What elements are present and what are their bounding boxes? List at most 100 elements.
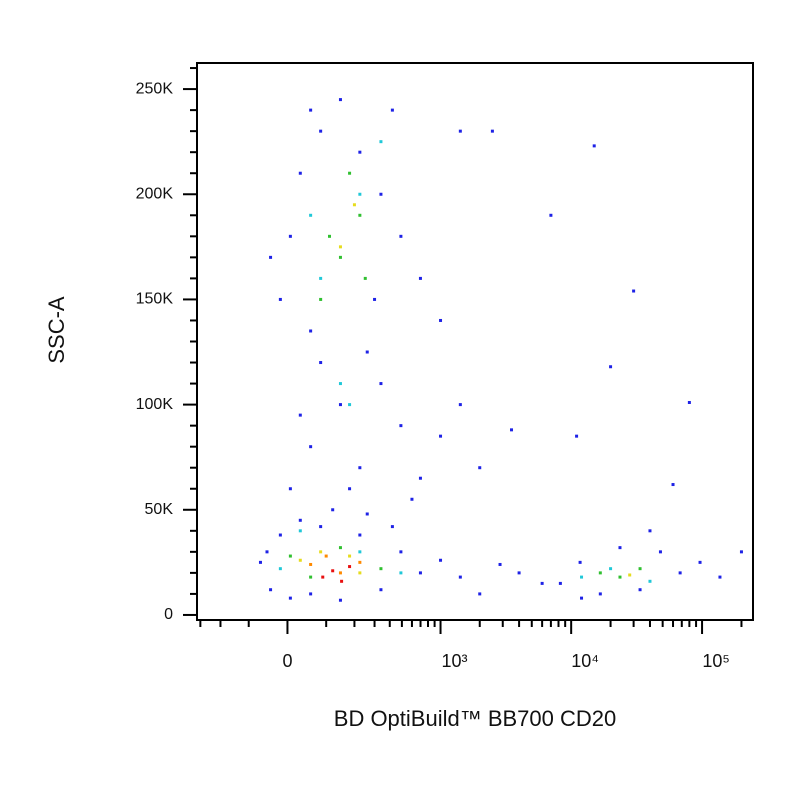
- x-tick-label: 0: [282, 651, 292, 671]
- data-point: [580, 596, 584, 600]
- data-point: [358, 213, 362, 217]
- data-point: [331, 508, 335, 512]
- data-point: [298, 558, 302, 562]
- data-point: [609, 567, 613, 571]
- data-point: [517, 571, 521, 575]
- x-tick-label: 10³: [442, 651, 468, 671]
- data-point: [439, 434, 443, 438]
- data-point: [288, 596, 292, 600]
- data-point: [580, 575, 584, 579]
- y-tick-label: 100K: [136, 396, 174, 413]
- data-point: [298, 171, 302, 175]
- data-point: [288, 487, 292, 491]
- data-point: [598, 592, 602, 596]
- data-point: [358, 550, 362, 554]
- data-point: [399, 571, 403, 575]
- data-point: [319, 361, 323, 365]
- data-point: [379, 588, 383, 592]
- data-point: [298, 518, 302, 522]
- data-point: [309, 575, 313, 579]
- data-point: [390, 525, 394, 529]
- data-point: [309, 445, 313, 449]
- data-point: [298, 529, 302, 533]
- data-point: [399, 424, 403, 428]
- data-point: [358, 466, 362, 470]
- data-point: [338, 571, 342, 575]
- data-point: [638, 588, 642, 592]
- data-point: [319, 276, 323, 280]
- data-point: [338, 546, 342, 550]
- data-point: [358, 192, 362, 196]
- data-point: [379, 567, 383, 571]
- data-point: [598, 571, 602, 575]
- y-tick-label: 0: [164, 606, 173, 623]
- data-point: [269, 588, 273, 592]
- data-point: [558, 581, 562, 585]
- data-point: [478, 466, 482, 470]
- data-point: [348, 171, 352, 175]
- data-point: [698, 560, 702, 564]
- data-point: [458, 403, 462, 407]
- data-point: [358, 571, 362, 575]
- data-point: [348, 487, 352, 491]
- data-point: [418, 276, 422, 280]
- data-point: [739, 550, 743, 554]
- data-point: [671, 483, 675, 487]
- data-point: [379, 192, 383, 196]
- data-point: [365, 350, 369, 354]
- data-point: [309, 329, 313, 333]
- data-point: [510, 428, 514, 432]
- data-point: [327, 234, 331, 238]
- data-point: [278, 297, 282, 301]
- data-point: [373, 297, 377, 301]
- data-point: [678, 571, 682, 575]
- data-point: [338, 98, 342, 102]
- x-axis-label: BD OptiBuild™ BB700 CD20: [334, 706, 616, 731]
- data-point: [348, 554, 352, 558]
- data-point: [338, 403, 342, 407]
- data-point: [578, 560, 582, 564]
- data-point: [363, 276, 367, 280]
- data-point: [439, 318, 443, 322]
- data-point: [379, 382, 383, 386]
- data-point: [439, 558, 443, 562]
- data-point: [338, 382, 342, 386]
- data-point: [549, 213, 553, 217]
- y-axis-label: SSC-A: [44, 296, 69, 364]
- data-point: [687, 401, 691, 405]
- data-point: [319, 525, 323, 529]
- data-point: [540, 581, 544, 585]
- data-point: [379, 140, 383, 144]
- data-point: [338, 255, 342, 259]
- data-point: [288, 234, 292, 238]
- data-point: [609, 365, 613, 369]
- data-point: [258, 560, 262, 564]
- data-point: [321, 575, 325, 579]
- data-point: [358, 150, 362, 154]
- data-point: [618, 575, 622, 579]
- data-point: [309, 108, 313, 112]
- data-point: [632, 289, 636, 293]
- data-point: [298, 413, 302, 417]
- data-point: [592, 144, 596, 148]
- data-point: [718, 575, 722, 579]
- data-point: [324, 554, 328, 558]
- data-point: [319, 129, 323, 133]
- data-point: [319, 297, 323, 301]
- x-tick-label: 10⁵: [702, 651, 729, 671]
- data-point: [638, 567, 642, 571]
- data-point: [338, 245, 342, 249]
- data-point: [618, 546, 622, 550]
- data-point: [648, 579, 652, 583]
- data-point: [658, 550, 662, 554]
- data-point: [358, 560, 362, 564]
- data-point: [352, 203, 356, 207]
- data-point: [278, 533, 282, 537]
- data-point: [269, 255, 273, 259]
- data-point: [418, 571, 422, 575]
- data-point: [478, 592, 482, 596]
- data-point: [331, 569, 335, 573]
- y-tick-label: 250K: [136, 80, 174, 97]
- data-point: [575, 434, 579, 438]
- data-point: [348, 403, 352, 407]
